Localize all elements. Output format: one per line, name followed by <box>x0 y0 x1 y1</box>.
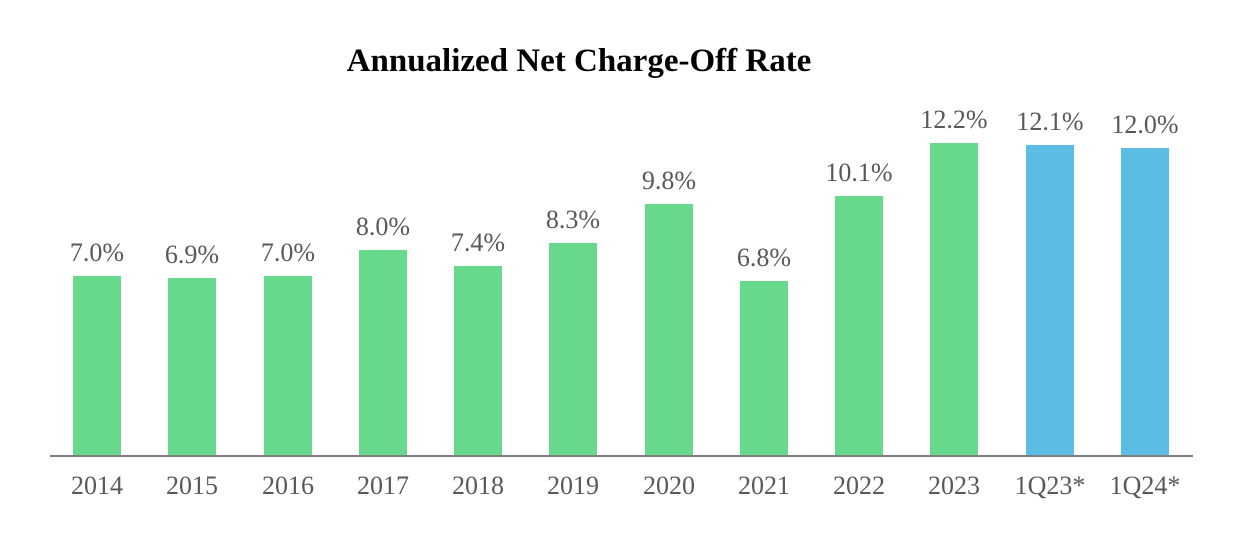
bar-value-label: 12.1% <box>1016 107 1084 136</box>
bar-value-label: 10.1% <box>825 158 893 187</box>
bar <box>454 266 502 457</box>
bar <box>645 204 693 457</box>
x-axis-tick-label: 2021 <box>738 471 790 500</box>
x-axis-tick-label: 2016 <box>262 471 314 500</box>
bar <box>1121 148 1169 457</box>
chart-title: Annualized Net Charge-Off Rate <box>346 43 812 79</box>
x-axis-tick-label: 1Q23* <box>1014 471 1086 500</box>
bar-value-label: 8.0% <box>355 212 411 241</box>
x-axis-tick-label: 2019 <box>547 471 599 500</box>
bar-value-label: 7.0% <box>260 238 316 267</box>
x-axis-tick-label: 2014 <box>71 471 123 500</box>
bar <box>1026 145 1074 457</box>
bar-value-label: 12.2% <box>920 105 988 134</box>
bar <box>740 281 788 457</box>
x-axis-tick-label: 2022 <box>833 471 885 500</box>
bar <box>168 278 216 457</box>
bar-value-label: 6.9% <box>164 240 220 269</box>
bar <box>549 243 597 457</box>
x-axis-tick-label: 2017 <box>357 471 409 500</box>
x-axis-tick-label: 2015 <box>166 471 218 500</box>
x-axis-tick-label: 2018 <box>452 471 504 500</box>
bar-value-label: 12.0% <box>1111 110 1179 139</box>
bar <box>264 276 312 457</box>
bar <box>73 276 121 457</box>
bar-value-label: 7.0% <box>69 238 125 267</box>
bar-value-label: 7.4% <box>450 228 506 257</box>
bar <box>359 250 407 457</box>
x-axis-tick-label: 2020 <box>643 471 695 500</box>
x-axis-tick-label: 1Q24* <box>1109 471 1181 500</box>
bar-value-label: 8.3% <box>545 205 601 234</box>
x-axis-tick-label: 2023 <box>928 471 980 500</box>
bar-value-label: 6.8% <box>736 243 792 272</box>
bar-value-label: 9.8% <box>641 166 697 195</box>
bar <box>835 196 883 457</box>
x-axis-line <box>50 455 1193 457</box>
bar <box>930 143 978 457</box>
